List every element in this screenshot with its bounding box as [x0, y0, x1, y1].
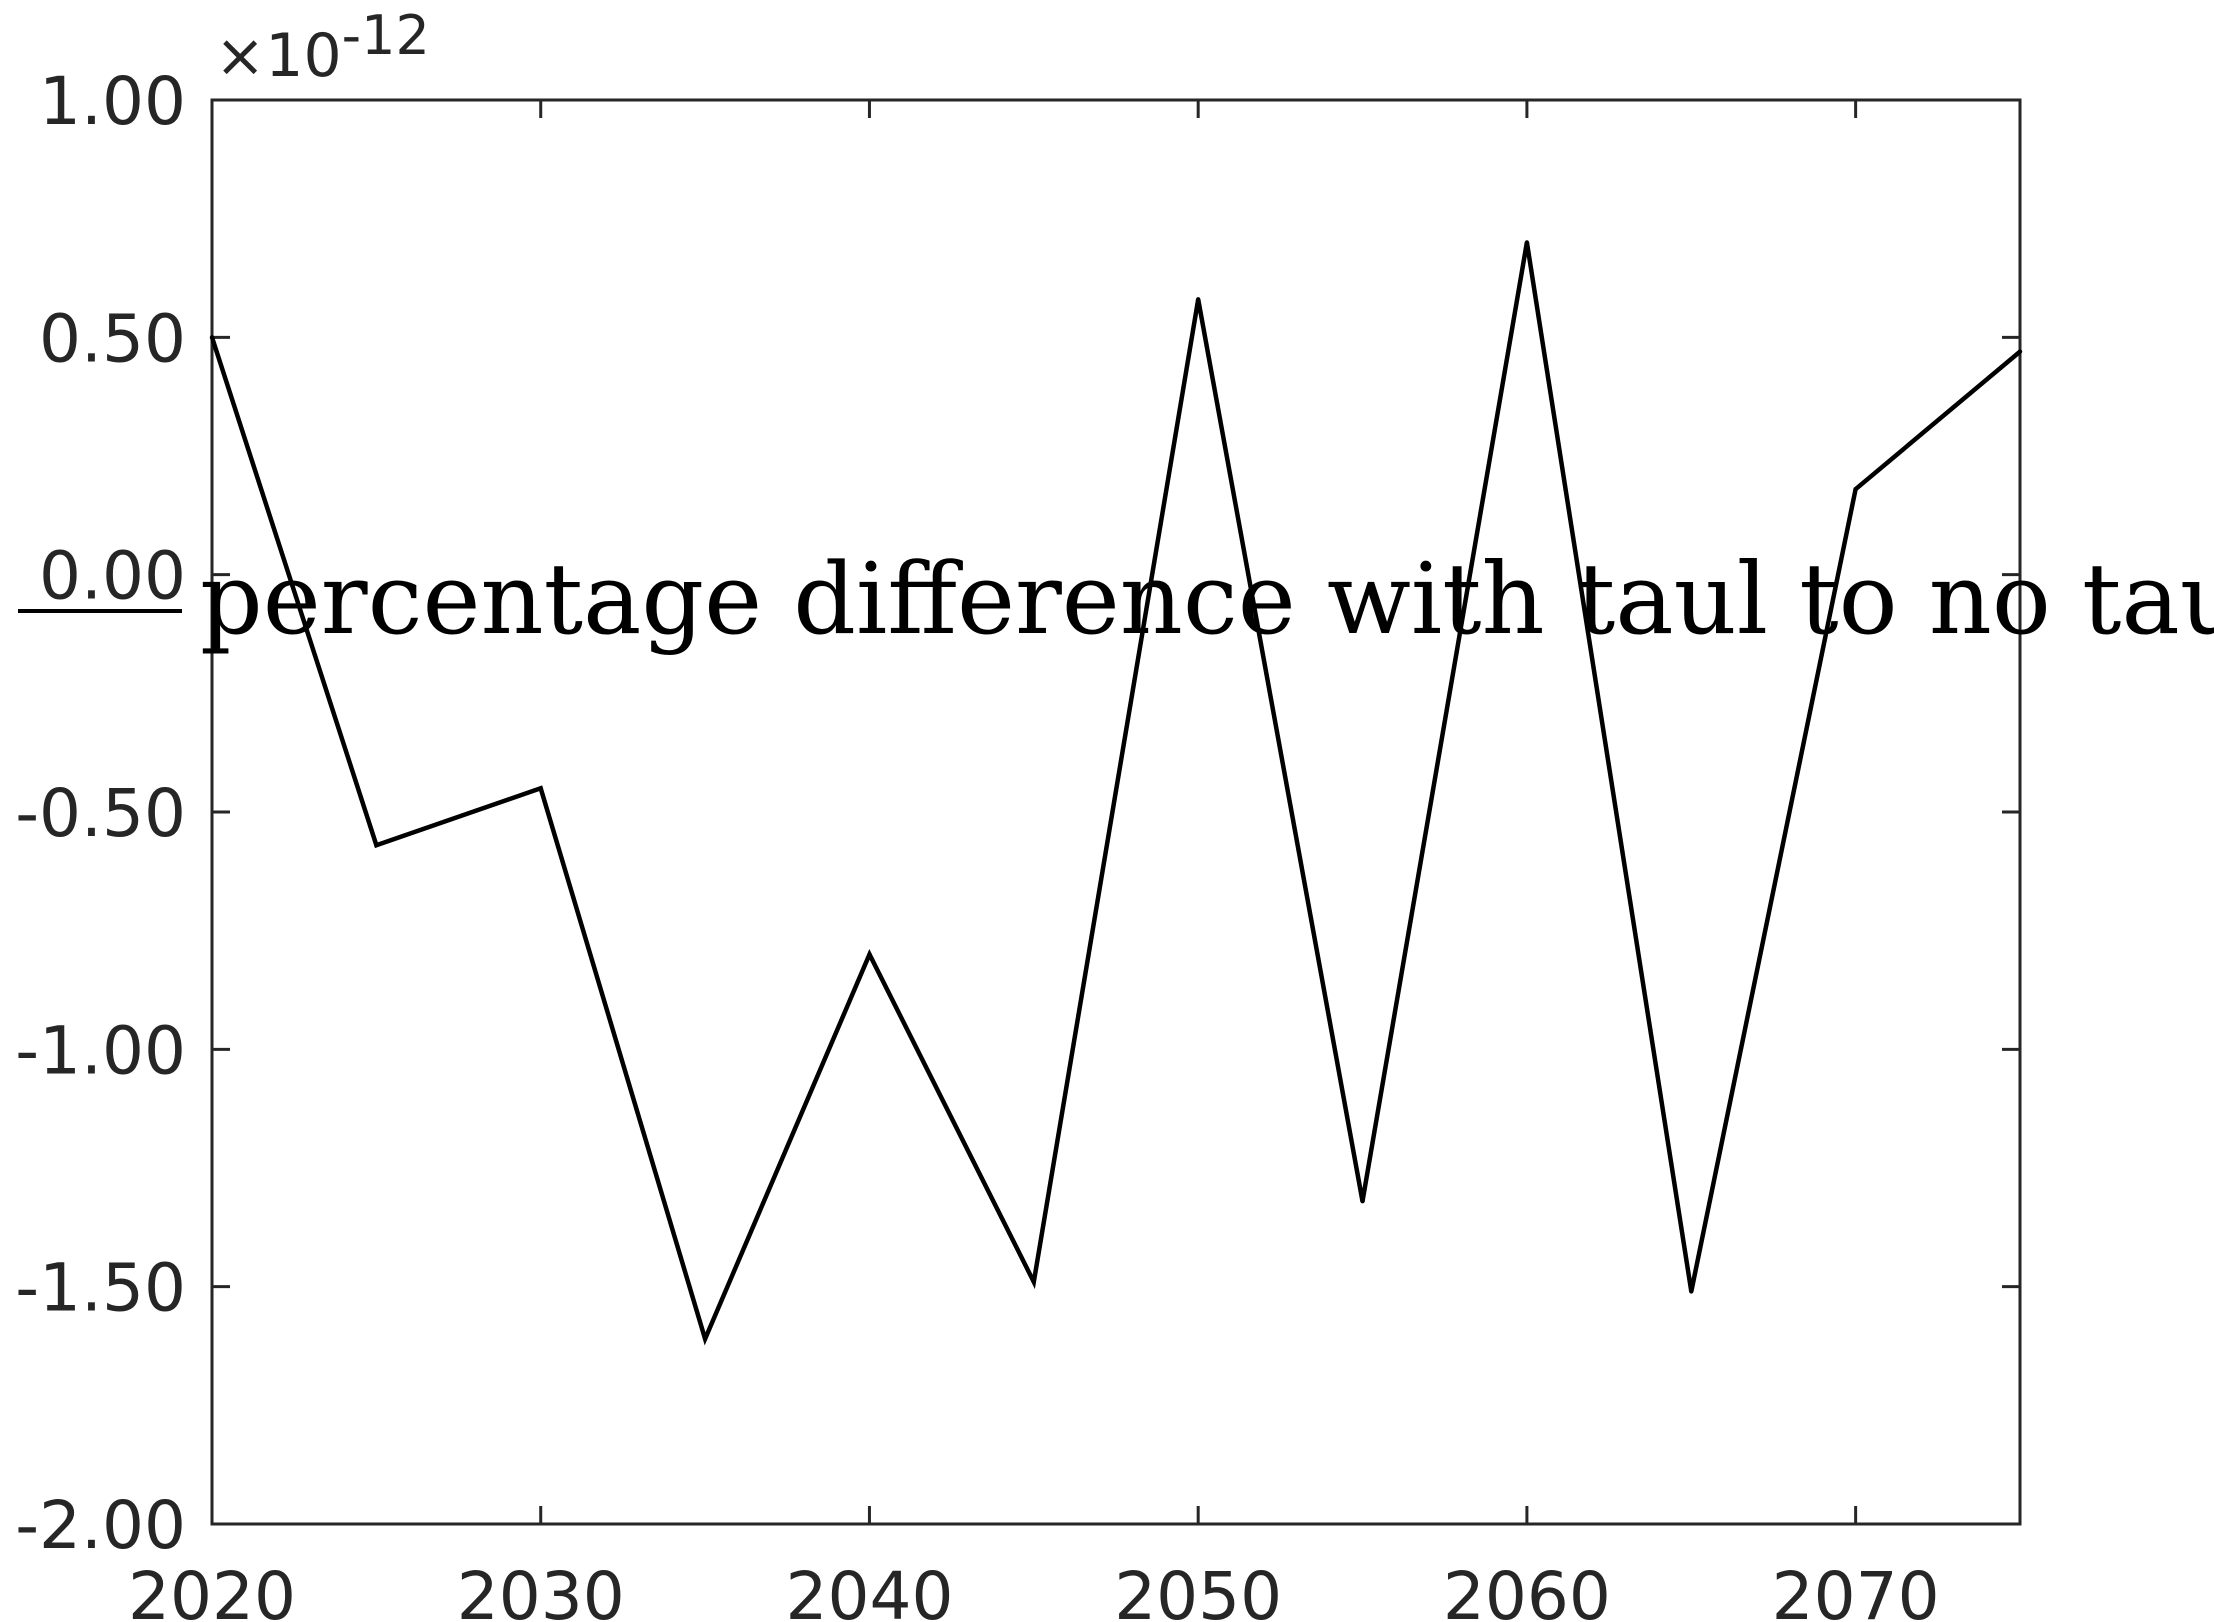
data-point — [1031, 1279, 1037, 1285]
y-tick-label: -1.00 — [15, 1012, 186, 1089]
data-point — [374, 843, 379, 848]
axis-ticks — [210, 98, 2020, 1526]
data-point — [538, 786, 543, 791]
data-point — [1360, 1199, 1365, 1204]
x-tick-label: 2050 — [1114, 1558, 1282, 1622]
y-tick-label: -1.50 — [15, 1250, 186, 1327]
x-tick-label: 2060 — [1443, 1558, 1611, 1622]
data-point — [1524, 240, 1530, 245]
data-point — [867, 952, 872, 957]
series-line — [209, 242, 2022, 1346]
data-point — [1689, 1289, 1694, 1294]
plot-area — [210, 98, 2022, 1526]
y-tick-label: 1.00 — [39, 63, 186, 140]
y-exponent-power: -12 — [342, 4, 430, 67]
y-tick-labels: 1.00 0.50 0.00 -0.50 -1.00 -1.50 -2.00 — [15, 63, 186, 1564]
y-tick-label: -0.50 — [15, 775, 186, 852]
x-tick-label: 2040 — [785, 1558, 953, 1622]
data-point — [1195, 297, 1201, 302]
y-exponent-times: ×10 — [215, 21, 342, 91]
data-point — [702, 1336, 708, 1342]
data-point — [2017, 349, 2023, 354]
x-tick-label: 2030 — [457, 1558, 625, 1622]
y-exponent-label: ×10-12 — [215, 4, 430, 91]
data-point — [1853, 487, 1858, 492]
legend-label: percentage difference with taul to no ta… — [200, 543, 2214, 657]
legend: percentage difference with taul to no ta… — [18, 543, 2214, 657]
y-tick-label: 0.50 — [39, 300, 186, 377]
data-point — [209, 335, 215, 340]
y-tick-label: 0.00 — [39, 538, 186, 615]
x-tick-label: 2020 — [128, 1558, 296, 1622]
series-layer — [209, 240, 2023, 1346]
x-tick-label: 2070 — [1772, 1558, 1940, 1622]
x-tick-labels: 2020 2030 2040 2050 2060 2070 — [128, 1558, 1940, 1622]
y-tick-label: -2.00 — [15, 1487, 186, 1564]
